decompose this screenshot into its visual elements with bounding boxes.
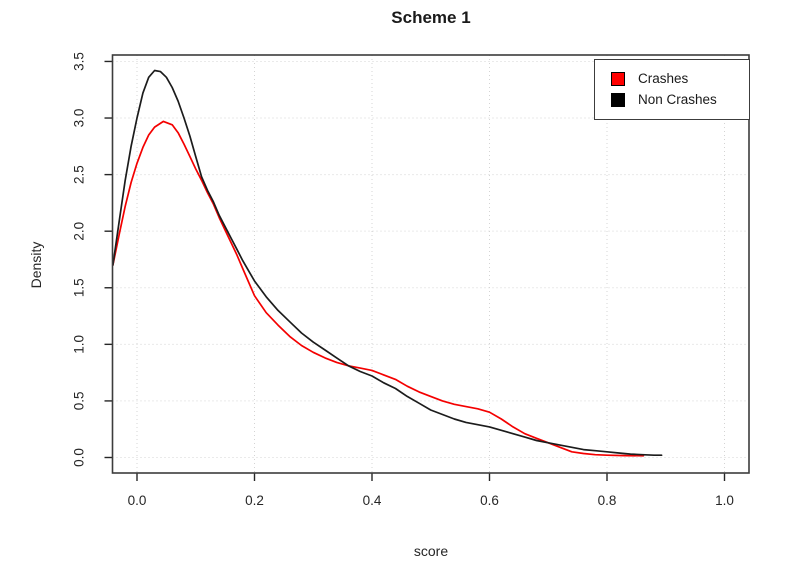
x-tick-label: 0.0: [128, 493, 147, 508]
y-tick-label: 2.5: [72, 165, 87, 184]
y-tick-label: 1.5: [72, 278, 87, 297]
y-axis-title: Density: [28, 241, 44, 289]
legend-label-non-crashes: Non Crashes: [638, 91, 717, 107]
y-tick-label: 0.5: [72, 392, 87, 411]
plot-box: [111, 54, 750, 474]
y-tick-label: 0.0: [72, 448, 87, 467]
legend-box: Crashes Non Crashes: [594, 59, 750, 120]
x-tick-label: 1.0: [715, 493, 734, 508]
red-square-icon: [611, 72, 625, 87]
y-tick-label: 3.5: [72, 52, 87, 71]
x-tick-label: 0.8: [598, 493, 617, 508]
legend-entry-non-crashes: Non Crashes: [611, 92, 749, 108]
density-curve-crashes: [112, 120, 645, 457]
black-square-icon: [611, 92, 625, 107]
legend-label-crashes: Crashes: [638, 71, 689, 87]
x-axis-title: score: [413, 543, 449, 559]
x-tick-label: 0.6: [480, 493, 499, 508]
legend-entry-crashes: Crashes: [611, 71, 749, 87]
y-tick-label: 1.0: [72, 335, 87, 354]
density-curve-non-crashes: [112, 69, 663, 457]
y-tick-label: 3.0: [72, 109, 87, 128]
x-tick-label: 0.2: [245, 493, 264, 508]
chart-title: Scheme 1: [391, 8, 471, 27]
y-tick-label: 2.0: [72, 222, 87, 241]
x-tick-label: 0.4: [363, 493, 382, 508]
